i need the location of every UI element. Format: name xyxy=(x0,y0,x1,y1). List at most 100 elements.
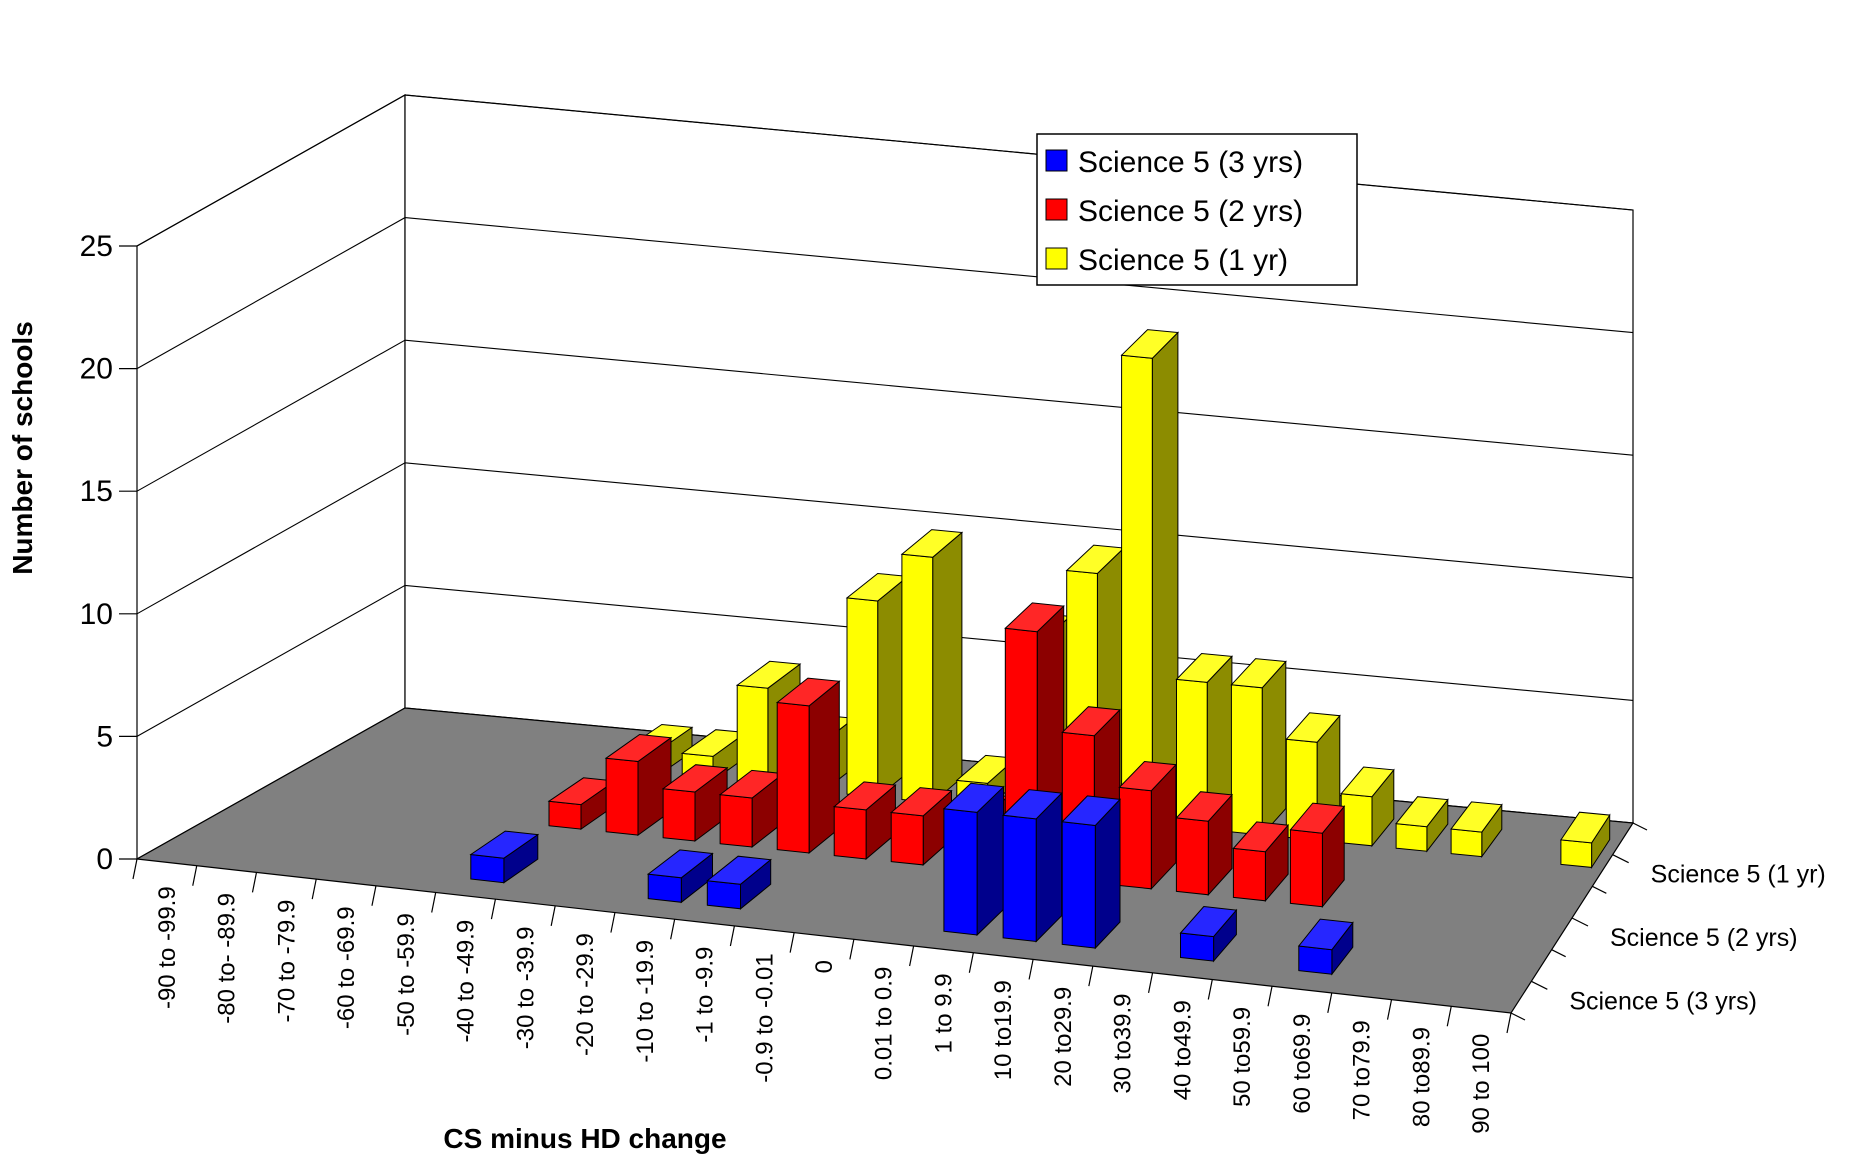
gridline xyxy=(136,339,1634,492)
x-tick-mark xyxy=(371,885,377,906)
bar-front xyxy=(605,757,639,836)
x-tick-mark xyxy=(431,892,437,913)
x-tick-mark xyxy=(670,919,676,940)
bar-side xyxy=(932,531,963,804)
x-tick-mark xyxy=(729,925,735,947)
depth-tick-mark xyxy=(1571,917,1589,927)
bar-top xyxy=(775,677,841,707)
x-tick-label: 70 to79.9 xyxy=(1349,1020,1376,1120)
bar-top xyxy=(1002,789,1063,820)
bar xyxy=(469,830,540,884)
x-tick-label: 1 to 9.9 xyxy=(931,973,958,1053)
depth-axis-labels: Science 5 (1 yr) Science 5 (2 yrs) Science… xyxy=(1510,822,1826,1021)
y-tick-label: 25 xyxy=(80,230,113,263)
bar-front xyxy=(846,597,879,798)
x-tick-mark xyxy=(1147,972,1154,993)
bar-top xyxy=(900,529,964,558)
bar-top xyxy=(1179,905,1238,938)
bar-top xyxy=(942,782,1005,813)
bar-front xyxy=(548,800,582,830)
legend-item: Science 5 (3 yrs) xyxy=(1045,146,1303,179)
x-tick-label: 50 to59.9 xyxy=(1229,1007,1256,1107)
bar xyxy=(845,572,910,799)
y-tick-label: 0 xyxy=(96,843,113,876)
x-tick-label: -90 to -99.9 xyxy=(154,886,181,1009)
x-tick-mark xyxy=(1088,966,1094,987)
x-tick-label: 20 to29.9 xyxy=(1050,987,1077,1087)
x-tick-label: -80 to- -89.9 xyxy=(214,893,241,1024)
legend-label: Science 5 (1 yr) xyxy=(1078,244,1288,277)
x-tick-mark xyxy=(1327,992,1333,1014)
depth-tick-mark xyxy=(1531,980,1548,990)
bar xyxy=(718,769,785,849)
bar xyxy=(1120,329,1179,826)
legend-frame xyxy=(1036,133,1358,286)
legend-label: Science 5 (2 yrs) xyxy=(1078,195,1303,228)
bar-front xyxy=(647,873,682,903)
x-tick-label: -10 to -19.9 xyxy=(632,940,659,1063)
depth-edge-tick xyxy=(1510,1012,1526,1021)
x-tick-mark xyxy=(550,905,556,926)
bar xyxy=(1232,821,1290,903)
x-tick-label: -70 to -79.9 xyxy=(273,900,300,1023)
bar-top xyxy=(1232,821,1290,853)
bar xyxy=(1340,766,1395,848)
bar-front xyxy=(719,794,753,848)
bar xyxy=(832,781,897,861)
legend-swatch xyxy=(1045,247,1068,270)
bar xyxy=(1179,905,1238,963)
bar xyxy=(1450,801,1503,859)
bar-top xyxy=(706,855,772,885)
bar xyxy=(1289,802,1346,909)
bar-top xyxy=(889,787,953,817)
y-tick-label: 10 xyxy=(80,598,113,631)
bar-front xyxy=(901,553,934,804)
bar-front xyxy=(1340,793,1373,847)
bar xyxy=(1560,811,1611,870)
bar xyxy=(775,677,841,855)
y-axis-title: Number of schools xyxy=(7,321,38,575)
bar-front xyxy=(1121,354,1153,825)
x-tick-label: -1 to -9.9 xyxy=(692,947,719,1043)
bar xyxy=(1175,652,1233,831)
x-tick-mark xyxy=(311,878,317,900)
bar-side xyxy=(1261,660,1287,837)
bar-top xyxy=(1395,796,1449,828)
bar xyxy=(1297,918,1354,976)
bar-top xyxy=(1560,811,1611,844)
x-tick-mark xyxy=(1028,959,1034,980)
bar-side xyxy=(1151,331,1179,826)
x-tick-label: -40 to -49.9 xyxy=(453,920,480,1043)
x-tick-label: 0.01 to 0.9 xyxy=(871,967,898,1080)
bar xyxy=(1118,760,1177,891)
bar-top xyxy=(1004,602,1065,633)
bar-top xyxy=(1450,801,1503,833)
bar-front xyxy=(706,880,741,910)
bar-front xyxy=(890,811,924,866)
x-tick-label: -50 to -59.9 xyxy=(393,913,420,1036)
x-tick-mark xyxy=(968,952,974,973)
bar xyxy=(942,782,1005,937)
gridline xyxy=(136,462,1634,615)
bar-top xyxy=(1230,658,1287,689)
bar xyxy=(1285,712,1341,842)
bar-top xyxy=(1120,329,1179,359)
bar-front xyxy=(1002,814,1037,943)
bar-front xyxy=(1180,932,1215,962)
bar-top xyxy=(661,764,729,793)
bar-front xyxy=(1230,684,1263,836)
bar xyxy=(1002,789,1063,943)
bar-front xyxy=(1175,817,1209,896)
x-tick-mark xyxy=(1207,979,1213,1000)
bar-top xyxy=(1175,791,1234,822)
x-tick-mark xyxy=(610,912,616,933)
bar-front xyxy=(776,701,810,854)
x-axis-ticks: -90 to -99.9 -80 to- -89.9 -70 to -79.9 -60… xyxy=(132,858,1512,1134)
y-axis-ticks: 0 5 10 15 20 25 xyxy=(80,230,137,876)
bar-front xyxy=(1395,823,1428,852)
x-axis-title: CS minus HD change xyxy=(443,1123,726,1154)
bar-top xyxy=(646,849,714,879)
bar xyxy=(900,529,964,804)
bar-top xyxy=(1289,802,1346,834)
